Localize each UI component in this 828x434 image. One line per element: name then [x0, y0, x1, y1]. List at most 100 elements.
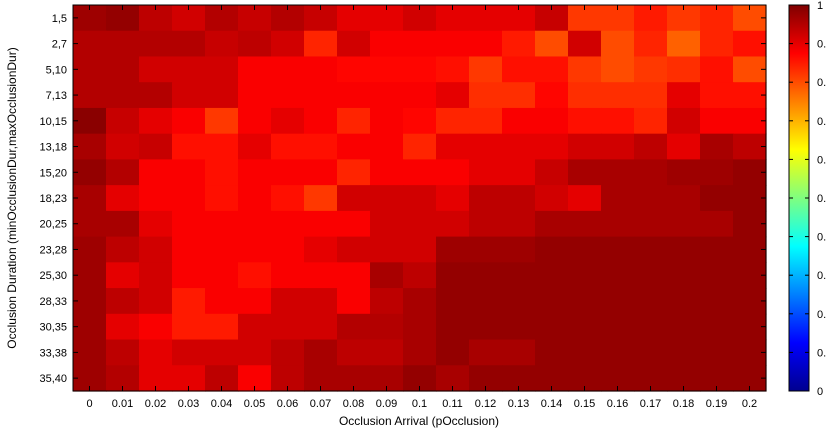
heatmap-cell: [469, 133, 503, 160]
heatmap-cell: [700, 339, 734, 366]
heatmap-cell: [370, 185, 404, 212]
heatmap-cell: [337, 236, 371, 263]
heatmap-cell: [502, 82, 536, 109]
heatmap-cell: [403, 185, 437, 212]
heatmap-cell: [271, 288, 305, 315]
heatmap-cell: [700, 107, 734, 135]
heatmap-cell: [502, 30, 536, 58]
heatmap-cell: [535, 82, 569, 109]
heatmap-cell: [601, 107, 635, 135]
heatmap-cell: [700, 210, 734, 238]
heatmap-cell: [568, 56, 602, 83]
x-tick-label: 0.17: [640, 398, 661, 410]
heatmap-cell: [700, 313, 734, 341]
heatmap-cell: [73, 262, 107, 289]
x-tick-label: 0.16: [607, 398, 628, 410]
heatmap-cell: [469, 288, 503, 315]
y-tick-label: 13,18: [39, 142, 67, 154]
y-tick-label: 20,25: [39, 219, 67, 231]
heatmap-cell: [469, 313, 503, 341]
heatmap-cell: [601, 236, 635, 263]
heatmap-cell: [568, 236, 602, 263]
heatmap-cell: [172, 107, 206, 135]
heatmap-cell: [73, 185, 107, 212]
heatmap-cell: [172, 288, 206, 315]
heatmap-cell: [436, 236, 470, 263]
heatmap-cell: [436, 56, 470, 83]
heatmap-cell: [238, 210, 272, 238]
x-axis-label: Occlusion Arrival (pOcclusion): [339, 414, 499, 428]
heatmap-cell: [370, 288, 404, 315]
heatmap-cell: [106, 185, 140, 212]
heatmap-cell: [238, 288, 272, 315]
heatmap-cell: [106, 313, 140, 341]
y-tick-label: 30,35: [39, 322, 67, 334]
heatmap-cell: [337, 107, 371, 135]
heatmap-cell: [205, 236, 239, 263]
heatmap-cell: [271, 339, 305, 366]
x-tick-label: 0.12: [475, 398, 496, 410]
x-axis-ticks: 0 0.01 0.02 0.03 0.04 0.05 0.06 0.07 0.08 0.09 0.1…: [86, 5, 757, 410]
heatmap-cell: [436, 262, 470, 289]
heatmap-cell: [139, 30, 173, 58]
x-tick-label: 0.07: [310, 398, 331, 410]
heatmap-cell: [436, 339, 470, 366]
heatmap-cell: [568, 339, 602, 366]
heatmap-cell: [502, 236, 536, 263]
heatmap-cell: [271, 236, 305, 263]
y-tick-label: 1,5: [52, 13, 67, 25]
heatmap-cell: [73, 30, 107, 58]
heatmap-cell: [337, 262, 371, 289]
heatmap-cell: [238, 313, 272, 341]
heatmap-cell: [304, 313, 338, 341]
heatmap-cell: [238, 133, 272, 160]
heatmap-cell: [469, 236, 503, 263]
y-tick-label: 5,10: [46, 64, 67, 76]
heatmap-cell: [403, 288, 437, 315]
heatmap-cell: [403, 313, 437, 341]
heatmap-cell: [238, 236, 272, 263]
heatmap-cell: [205, 133, 239, 160]
heatmap-cell: [667, 159, 701, 186]
heatmap-cell: [601, 82, 635, 109]
heatmap-cell: [601, 262, 635, 289]
heatmap-cell: [436, 313, 470, 341]
heatmap-cell: [601, 210, 635, 238]
heatmap-cell: [304, 262, 338, 289]
heatmap-cell: [436, 210, 470, 238]
heatmap-cell: [667, 185, 701, 212]
heatmap-cell: [238, 56, 272, 83]
heatmap-cell: [667, 30, 701, 58]
heatmap-cell: [304, 210, 338, 238]
heatmap-cell: [205, 30, 239, 58]
heatmap-cell: [337, 185, 371, 212]
heatmap-cell: [172, 262, 206, 289]
heatmap-cell: [502, 133, 536, 160]
heatmap-cell: [535, 30, 569, 58]
heatmap-cell: [106, 133, 140, 160]
x-tick-label: 0.06: [277, 398, 298, 410]
heatmap-cell: [403, 262, 437, 289]
heatmap-cell: [304, 82, 338, 109]
heatmap-cell: [634, 82, 668, 109]
heatmap-cell: [73, 82, 107, 109]
heatmap-cell: [172, 236, 206, 263]
heatmap-cell: [469, 30, 503, 58]
heatmap-cell: [634, 236, 668, 263]
heatmap-cell: [106, 339, 140, 366]
heatmap-cell: [139, 133, 173, 160]
heatmap-cell: [106, 236, 140, 263]
heatmap-cell: [502, 185, 536, 212]
heatmap-cell: [601, 133, 635, 160]
heatmap-cell: [271, 262, 305, 289]
heatmap-cell: [337, 82, 371, 109]
heatmap-cell: [139, 159, 173, 186]
heatmap-cell: [106, 288, 140, 315]
heatmap-cell: [667, 288, 701, 315]
heatmap-cell: [700, 82, 734, 109]
heatmap-cell: [238, 159, 272, 186]
heatmap-cell: [535, 133, 569, 160]
heatmap-cell: [601, 30, 635, 58]
heatmap-cell: [502, 210, 536, 238]
heatmap-cell: [106, 56, 140, 83]
